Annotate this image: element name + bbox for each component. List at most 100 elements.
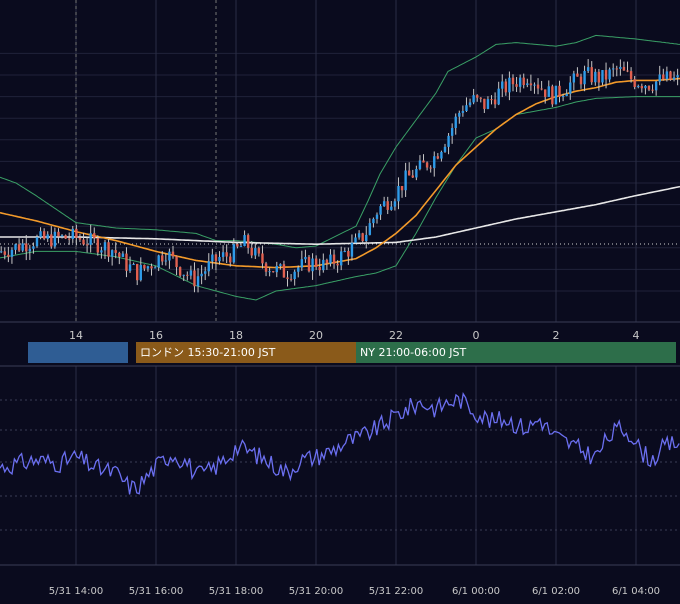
candle-bear xyxy=(411,175,414,178)
candle-bull xyxy=(619,66,622,69)
candle-bull xyxy=(132,264,135,266)
candle-bear xyxy=(272,271,275,273)
candle-bull xyxy=(572,73,576,83)
candle-bull xyxy=(239,246,243,248)
candle-bear xyxy=(408,170,411,176)
candle-bull xyxy=(28,248,32,252)
candle-bear xyxy=(551,86,554,105)
candle-bull xyxy=(182,274,185,276)
candle-bull xyxy=(608,69,611,80)
candle-bull xyxy=(368,223,372,235)
candle-bull xyxy=(297,267,300,272)
candle-bull xyxy=(447,135,450,147)
candle-bear xyxy=(590,67,593,83)
candle-bear xyxy=(93,233,96,239)
candle-bear xyxy=(529,83,533,86)
candlesticks xyxy=(0,59,679,293)
candle-bull xyxy=(415,168,418,178)
candle-bull xyxy=(232,244,236,263)
bottom-tick-label: 5/31 20:00 xyxy=(289,586,343,597)
candle-bull xyxy=(71,228,74,239)
candle-bear xyxy=(161,255,164,262)
candle-bull xyxy=(243,235,246,247)
candle-bull xyxy=(508,77,511,93)
ma-short-line xyxy=(0,77,680,269)
candle-bull xyxy=(375,214,379,219)
candle-bull xyxy=(372,218,375,224)
candle-bull xyxy=(196,276,200,287)
candle-bear xyxy=(96,238,100,253)
candle-bull xyxy=(311,258,314,272)
candle-bear xyxy=(622,66,626,71)
candle-bull xyxy=(658,74,661,82)
x-tick-label: 22 xyxy=(389,329,403,342)
candle-bull xyxy=(390,206,393,210)
candle-bear xyxy=(629,71,633,80)
candle-bear xyxy=(25,243,28,252)
candle-bull xyxy=(300,259,304,268)
candle-bull xyxy=(322,259,325,271)
candle-bull xyxy=(128,264,132,271)
candle-bull xyxy=(189,270,193,276)
candle-bull xyxy=(153,267,157,269)
x-tick-label: 0 xyxy=(473,329,480,342)
candle-bear xyxy=(647,85,651,90)
candle-bull xyxy=(21,243,24,251)
session-london-label: ロンドン 15:30-21:00 JST xyxy=(140,346,276,359)
candle-bear xyxy=(236,244,239,247)
bottom-tick-label: 6/1 00:00 xyxy=(452,586,500,597)
candle-bull xyxy=(518,77,522,87)
candle-bull xyxy=(486,99,490,109)
candle-bear xyxy=(264,263,268,272)
candle-bull xyxy=(32,246,35,249)
candle-bull xyxy=(676,75,679,78)
candle-bull xyxy=(501,81,504,89)
candle-bear xyxy=(136,264,139,281)
candle-bull xyxy=(329,254,332,264)
candle-bull xyxy=(418,160,422,169)
candle-bear xyxy=(361,233,364,242)
candle-bull xyxy=(200,273,203,277)
candle-bull xyxy=(461,111,465,113)
x-tick-label: 2 xyxy=(553,329,560,342)
rsi-line xyxy=(0,392,680,495)
candle-bull xyxy=(468,102,472,106)
candle-bear xyxy=(229,256,232,263)
candle-bull xyxy=(472,95,475,103)
candle-bull xyxy=(654,81,658,91)
bottom-tick-label: 6/1 02:00 xyxy=(532,586,580,597)
rsi-panel xyxy=(0,392,680,495)
candle-bear xyxy=(522,77,525,86)
candle-bear xyxy=(193,270,196,287)
candle-bear xyxy=(429,167,432,169)
candle-bear xyxy=(597,71,601,83)
candle-bull xyxy=(404,170,407,191)
candle-bear xyxy=(289,278,293,280)
candle-bull xyxy=(103,242,107,251)
x-tick-label: 14 xyxy=(69,329,83,342)
candle-bear xyxy=(150,266,153,269)
candle-bull xyxy=(157,255,160,268)
candle-bull xyxy=(164,260,168,262)
candle-bear xyxy=(347,250,350,257)
candle-bull xyxy=(254,248,257,256)
time-axis: 14 16 18 20 22 0 2 4 xyxy=(69,329,640,342)
candle-bear xyxy=(626,70,629,72)
candle-bull xyxy=(121,253,125,257)
candle-bull xyxy=(10,249,14,257)
candle-bull xyxy=(39,231,42,238)
session-ny-bar xyxy=(356,342,676,363)
candle-bear xyxy=(261,253,264,264)
candle-bear xyxy=(493,99,497,105)
candle-bear xyxy=(257,248,261,254)
candle-bear xyxy=(68,238,71,240)
candle-bear xyxy=(186,274,189,276)
candle-bull xyxy=(665,71,669,80)
candle-bull xyxy=(547,86,550,97)
candle-bull xyxy=(458,112,461,117)
candle-bull xyxy=(601,70,604,83)
candle-bull xyxy=(594,71,597,83)
x-tick-label: 18 xyxy=(229,329,243,342)
candle-bull xyxy=(204,271,207,274)
